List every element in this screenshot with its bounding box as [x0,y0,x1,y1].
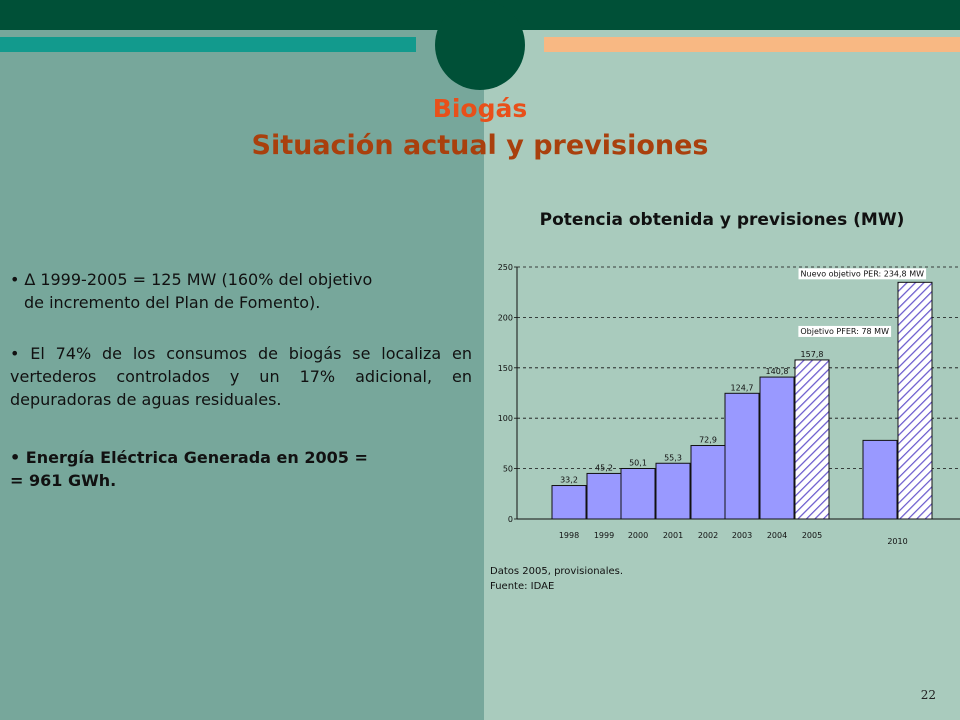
bar-1998 [551,485,587,520]
data-label: 55,3 [664,453,682,462]
data-label: 72,9 [699,436,717,445]
bar-2010-forecast [897,281,933,520]
data-label: 157,8 [801,350,824,359]
bullet-1: • ∆ 1999-2005 = 125 MW (160% del objetiv… [10,268,472,314]
bullet-dot-icon: • [10,448,26,467]
data-label: 140,8 [766,367,789,376]
bullet-3: • Energía Eléctrica Generada en 2005 = =… [10,446,472,492]
y-tick-label: 200 [498,313,513,322]
x-tick-label: 2001 [663,531,683,540]
x-tick-label: 2000 [628,531,648,540]
x-tick-label: 1999 [594,531,614,540]
data-label: 124,7 [731,383,754,392]
annotation-box [798,325,892,337]
x-tick-label: 2010 [887,537,907,546]
x-tick-label: 1998 [559,531,579,540]
y-tick-label: 50 [503,465,513,474]
y-tick-label: 0 [508,515,513,524]
bullet-1-line2: de incremento del Plan de Fomento). [24,293,321,312]
bar-2000 [620,467,656,520]
bar-2010 [862,439,898,520]
bar-2005-forecast [794,359,830,520]
bar-2004 [759,376,795,520]
left-panel [0,0,484,720]
slide-title: Biogás [432,94,528,123]
bar-chart: 0 50 100 150 200 250 33,2 45,2 50,1 55,3 72,9 124,… [498,263,960,546]
bullet-3-line2: = 961 GWh. [10,471,117,490]
bar-2002 [690,445,726,520]
data-label: 45,2 [595,463,613,472]
bar-1999 [586,472,622,520]
decorative-circle [435,0,525,90]
bullet-dot-icon: • [10,344,31,363]
data-label: 33,2 [560,476,578,485]
bar-2001 [655,462,691,520]
x-tick-label: 2002 [698,531,718,540]
x-tick-label: 2005 [802,531,822,540]
bar-2003 [724,392,760,520]
bullet-2: • El 74% de los consumos de biogás se lo… [10,342,472,411]
slide-subtitle: Situación actual y previsiones [251,130,709,161]
peach-stripe [544,37,960,52]
y-tick-label: 250 [498,263,513,272]
chart-title: Potencia obtenida y previsiones (MW) [539,210,905,230]
chart-notes: Datos 2005, provisionales. Fuente: IDAE [490,564,623,594]
bullet-3-line1: Energía Eléctrica Generada en 2005 = [25,448,368,467]
x-tick-label: 2004 [767,531,787,540]
bullet-dot-icon: • [10,270,25,289]
y-tick-label: 150 [498,364,513,373]
page-number: 22 [920,688,936,702]
data-label: 50,1 [629,458,647,467]
note-source: Fuente: IDAE [490,581,555,592]
annotation-label: Objetivo PFER: 78 MW [800,327,889,336]
note-provisional: Datos 2005, provisionales. [490,566,624,577]
x-tick-label: 2003 [732,531,752,540]
annotation-box [798,268,927,280]
bullet-1-line1: • ∆ 1999-2005 = 125 MW (160% del objetiv… [10,270,373,289]
teal-stripe [0,37,416,52]
bullet-2-text: El 74% de los consumos de biogás se loca… [10,344,473,409]
annotation-label: Nuevo objetivo PER: 234,8 MW [801,269,925,278]
y-tick-label: 100 [498,414,513,423]
